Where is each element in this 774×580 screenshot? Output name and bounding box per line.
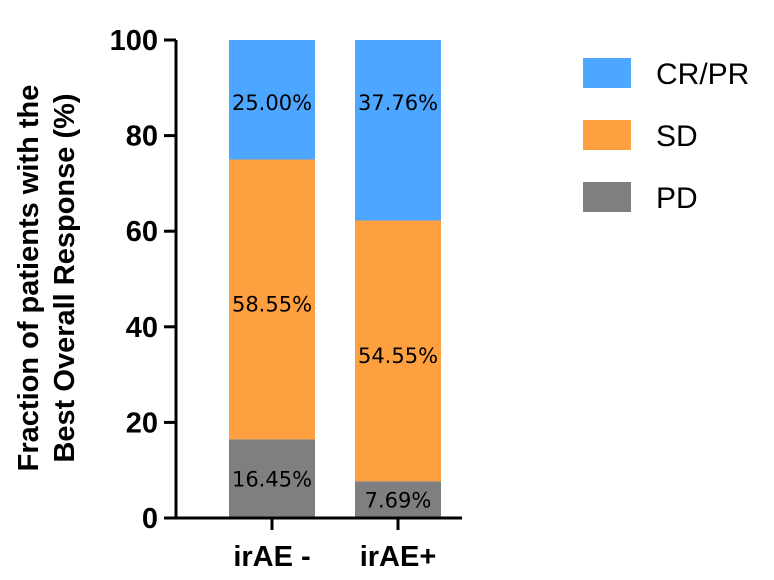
data-label-pd-irae: 7.69%	[365, 489, 432, 513]
y-axis-title: Fraction of patients with the Best Overa…	[13, 85, 81, 472]
data-label-cr-pr-irae: 25.00%	[232, 91, 312, 115]
data-labels: 16.45% 58.55% 25.00% 7.69% 54.55% 37.76%	[232, 91, 438, 513]
y-axis-title-line-2: Best Overall Response (%)	[49, 93, 81, 462]
y-axis-title-line-1: Fraction of patients with the	[13, 85, 45, 472]
legend: CR/PR SD PD	[583, 58, 749, 215]
bars	[229, 40, 441, 518]
data-label-sd-irae: 58.55%	[232, 292, 312, 316]
legend-swatch-cr-pr	[583, 58, 631, 88]
y-tick-label-80: 80	[126, 121, 158, 153]
y-tick-label-40: 40	[126, 312, 158, 344]
y-tick-label-20: 20	[126, 407, 158, 439]
x-tick-label-irae: irAE+	[360, 541, 437, 573]
legend-label-sd: SD	[656, 120, 698, 153]
legend-swatch-pd	[583, 182, 631, 212]
data-label-sd-irae: 54.55%	[358, 344, 438, 368]
bar-segment-pd-irae	[355, 481, 441, 518]
bar-segment-sd-irae	[229, 159, 315, 440]
bar-segment-sd-irae	[355, 220, 441, 482]
legend-label-pd: PD	[656, 182, 698, 215]
legend-label-cr-pr: CR/PR	[656, 58, 749, 91]
legend-swatch-sd	[583, 120, 631, 150]
y-tick-label-0: 0	[142, 503, 158, 535]
axes: 0 20 40 60 80 100 irAE - irAE+	[110, 25, 462, 573]
bar-segment-cr-pr-irae	[229, 40, 315, 160]
x-tick-label-irae: irAE -	[233, 541, 310, 573]
bar-segment-pd-irae	[229, 439, 315, 518]
data-label-pd-irae: 16.45%	[232, 468, 312, 492]
data-label-cr-pr-irae: 37.76%	[358, 91, 438, 115]
bar-segment-cr-pr-irae	[355, 40, 441, 221]
y-tick-label-60: 60	[126, 216, 158, 248]
y-tick-label-100: 100	[110, 25, 158, 57]
